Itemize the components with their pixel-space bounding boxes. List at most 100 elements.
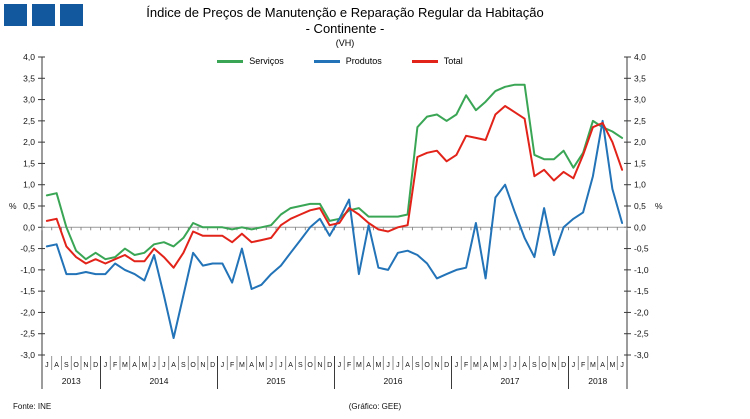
series-line-servios [45,83,624,261]
month-label: A [288,362,293,369]
year-label: 2014 [150,376,169,386]
month-label: J [221,362,225,369]
legend-label-total: Total [443,56,463,66]
logo-square-icon [60,4,83,26]
series-line-total [45,105,624,269]
month-label: M [590,362,596,369]
month-label: S [181,362,186,369]
month-label: M [609,362,615,369]
month-label: M [356,362,362,369]
year-label: 2016 [384,376,403,386]
produtos-line-swatch-icon [313,59,340,63]
month-label: J [152,362,156,369]
month-label: A [405,362,410,369]
month-label: A [483,362,488,369]
month-label: J [45,362,49,369]
month-label: A [54,362,59,369]
month-label: M [492,362,498,369]
y-tick-label-left: -1,5 [20,286,35,296]
legend-label-produtos: Produtos [345,56,382,66]
y-tick-label-right: 4,0 [634,52,646,62]
y-tick-label-left: -1,0 [20,265,35,275]
y-tick-label-right: -3,0 [634,350,649,360]
month-label: O [190,362,196,369]
month-label: S [64,362,69,369]
month-label: O [73,362,79,369]
chart-subtitle: - Continente - [305,21,385,37]
y-tick-label-right: 2,5 [634,116,646,126]
y-tick-label-right: -1,0 [634,265,649,275]
year-label: 2013 [62,376,81,386]
series-line-produtos [45,119,624,339]
month-label: A [366,362,371,369]
y-tick-label-left: 1,0 [23,180,35,190]
month-label: O [307,362,313,369]
month-label: F [581,362,585,369]
month-label: F [347,362,351,369]
month-label: D [210,362,215,369]
source-note: Fonte: INE [13,402,52,411]
logo [4,4,83,26]
month-label: S [415,362,420,369]
month-label: D [327,362,332,369]
month-label: J [455,362,459,369]
credit-note: (Gráfico: GEE) [348,402,402,411]
logo-square-icon [4,4,27,26]
month-label: M [473,362,479,369]
y-tick-label-right: -1,5 [634,286,649,296]
y-axis-unit-left: % [9,201,17,211]
y-tick-label-right: 3,5 [634,73,646,83]
month-label: N [551,362,556,369]
month-label: M [141,362,147,369]
month-label: J [513,362,517,369]
month-label: N [317,362,322,369]
month-label: J [503,362,507,369]
month-label: S [532,362,537,369]
y-tick-label-left: 0,0 [23,222,35,232]
month-label: M [122,362,128,369]
y-tick-label-right: -0,5 [634,244,649,254]
y-tick-label-right: 2,0 [634,137,646,147]
y-tick-label-left: 2,5 [23,116,35,126]
legend-item-servicos: Serviços [217,56,284,66]
month-label: S [298,362,303,369]
month-label: A [132,362,137,369]
y-tick-label-left: 3,0 [23,95,35,105]
chart-unit-note: (VH) [335,37,355,48]
month-label: J [572,362,576,369]
y-tick-label-left: 0,5 [23,201,35,211]
legend-label-servicos: Serviços [249,56,284,66]
logo-square-icon [32,4,55,26]
y-tick-label-right: 1,5 [634,158,646,168]
month-label: F [230,362,234,369]
servicos-line-swatch-icon [217,59,244,63]
y-tick-label-left: -0,5 [20,244,35,254]
y-tick-label-left: -2,5 [20,329,35,339]
month-label: J [396,362,400,369]
y-tick-label-right: 0,5 [634,201,646,211]
y-tick-label-left: 2,0 [23,137,35,147]
month-label: F [113,362,117,369]
month-label: J [338,362,342,369]
month-label: J [162,362,166,369]
y-tick-label-left: 1,5 [23,158,35,168]
month-label: O [541,362,547,369]
month-label: D [444,362,449,369]
month-label: A [171,362,176,369]
month-label: O [424,362,430,369]
chart-legend: Serviços Produtos Total [0,56,680,66]
year-label: 2017 [501,376,520,386]
total-line-swatch-icon [411,59,438,63]
month-label: A [249,362,254,369]
month-label: J [620,362,624,369]
month-label: N [83,362,88,369]
month-label: J [386,362,390,369]
legend-item-produtos: Produtos [313,56,382,66]
month-label: J [279,362,283,369]
title-block: Índice de Preços de Manutenção e Reparaç… [0,5,690,49]
y-tick-label-left: -2,0 [20,307,35,317]
month-label: J [104,362,108,369]
y-tick-label-left: 3,5 [23,73,35,83]
month-label: J [269,362,273,369]
